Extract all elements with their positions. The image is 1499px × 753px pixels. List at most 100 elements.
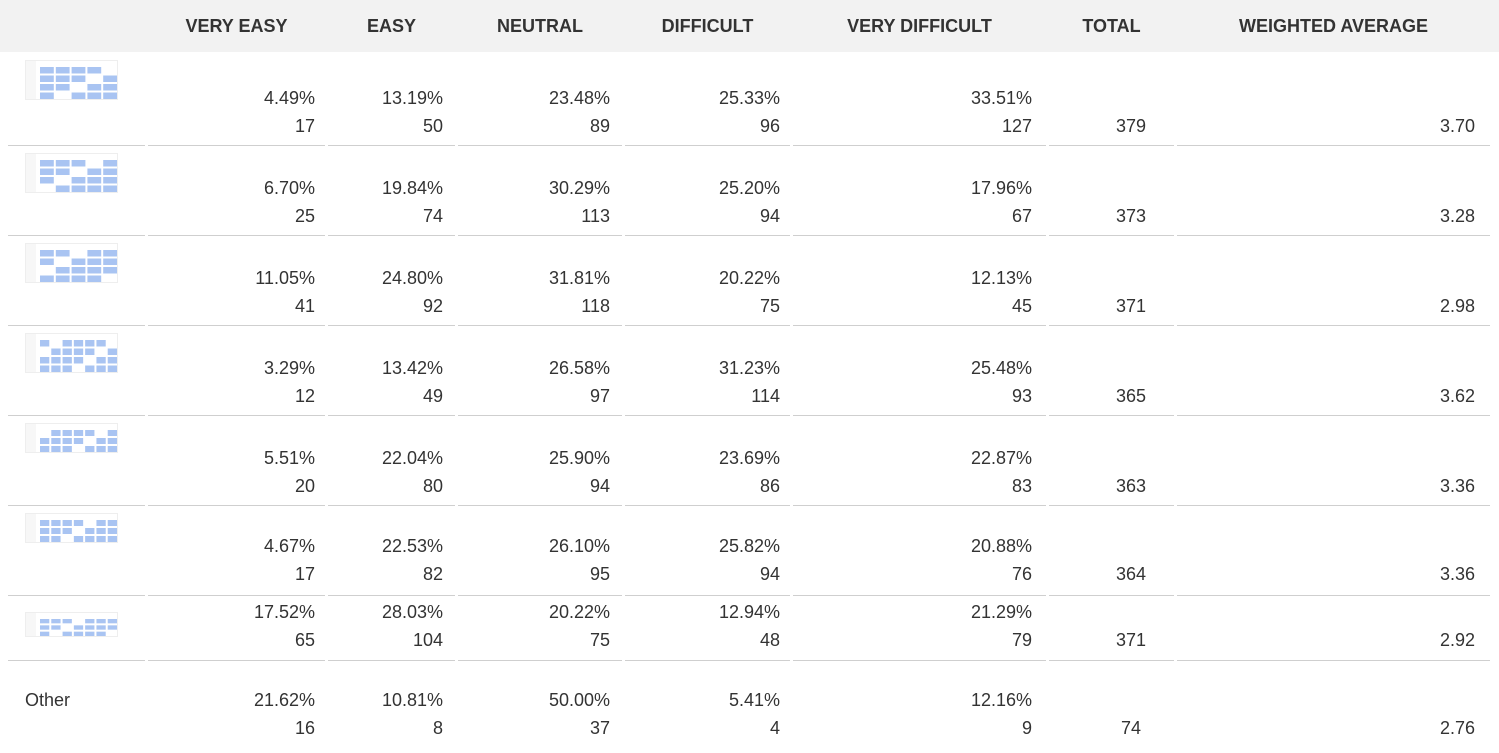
- row-separator: [8, 415, 145, 416]
- count: 83: [1012, 475, 1032, 497]
- count: 93: [1012, 385, 1032, 407]
- percent: 23.69%: [719, 447, 780, 469]
- count: 94: [760, 205, 780, 227]
- weighted-average: 3.36: [1440, 475, 1475, 497]
- row-separator: [1049, 505, 1174, 506]
- percent: 25.82%: [719, 535, 780, 557]
- percent: 22.87%: [971, 447, 1032, 469]
- row-separator: [793, 145, 1046, 146]
- count: 20: [295, 475, 315, 497]
- thumbnail-image: [25, 60, 118, 100]
- row-separator: [1049, 145, 1174, 146]
- total: 371: [1098, 629, 1164, 651]
- row-separator: [625, 660, 790, 661]
- row-separator: [625, 505, 790, 506]
- row-separator: [8, 235, 145, 236]
- row-separator: [458, 505, 622, 506]
- percent: 24.80%: [382, 267, 443, 289]
- count: 114: [751, 385, 780, 407]
- thumbnail-image: [25, 243, 118, 283]
- row-separator: [148, 595, 325, 596]
- row-separator: [458, 145, 622, 146]
- row-separator: [328, 325, 455, 326]
- thumbnail-image: [25, 612, 118, 637]
- count: 37: [590, 717, 610, 739]
- percent: 6.70%: [264, 177, 315, 199]
- row-separator: [625, 235, 790, 236]
- percent: 21.29%: [971, 601, 1032, 623]
- percent: 25.48%: [971, 357, 1032, 379]
- percent: 17.96%: [971, 177, 1032, 199]
- count: 45: [1012, 295, 1032, 317]
- count: 17: [295, 115, 315, 137]
- count: 9: [1022, 717, 1032, 739]
- survey-table: VERY EASYEASYNEUTRALDIFFICULTVERY DIFFIC…: [0, 0, 1499, 753]
- row-separator: [1049, 595, 1174, 596]
- row-separator: [625, 415, 790, 416]
- total: 373: [1098, 205, 1164, 227]
- percent: 4.67%: [264, 535, 315, 557]
- row-separator: [8, 505, 145, 506]
- count: 89: [590, 115, 610, 137]
- percent: 5.41%: [729, 689, 780, 711]
- percent: 12.94%: [719, 601, 780, 623]
- column-header: TOTAL: [1049, 15, 1174, 37]
- count: 96: [760, 115, 780, 137]
- percent: 11.05%: [255, 267, 315, 289]
- count: 16: [295, 717, 315, 739]
- percent: 3.29%: [264, 357, 315, 379]
- percent: 33.51%: [971, 87, 1032, 109]
- row-separator: [458, 235, 622, 236]
- column-header: WEIGHTED AVERAGE: [1177, 15, 1490, 37]
- row-separator: [328, 415, 455, 416]
- percent: 28.03%: [382, 601, 443, 623]
- count: 86: [760, 475, 780, 497]
- count: 94: [590, 475, 610, 497]
- percent: 25.33%: [719, 87, 780, 109]
- count: 94: [760, 563, 780, 585]
- percent: 23.48%: [549, 87, 610, 109]
- row-separator: [8, 660, 145, 661]
- row-separator: [328, 660, 455, 661]
- row-separator: [1049, 235, 1174, 236]
- total: 74: [1098, 717, 1164, 739]
- row-separator: [148, 415, 325, 416]
- weighted-average: 3.70: [1440, 115, 1475, 137]
- row-separator: [793, 235, 1046, 236]
- thumbnail-image: [25, 513, 118, 543]
- thumbnail-image: [25, 153, 118, 193]
- count: 17: [295, 563, 315, 585]
- percent: 10.81%: [382, 689, 443, 711]
- percent: 25.20%: [719, 177, 780, 199]
- percent: 20.88%: [971, 535, 1032, 557]
- percent: 12.13%: [971, 267, 1032, 289]
- percent: 26.58%: [549, 357, 610, 379]
- percent: 13.19%: [382, 87, 443, 109]
- count: 95: [590, 563, 610, 585]
- percent: 5.51%: [264, 447, 315, 469]
- row-separator: [1177, 660, 1490, 661]
- count: 74: [423, 205, 443, 227]
- row-separator: [328, 235, 455, 236]
- weighted-average: 3.36: [1440, 563, 1475, 585]
- row-separator: [625, 595, 790, 596]
- percent: 21.62%: [254, 689, 315, 711]
- percent: 31.23%: [719, 357, 780, 379]
- percent: 4.49%: [264, 87, 315, 109]
- row-separator: [1049, 415, 1174, 416]
- column-header: VERY DIFFICULT: [793, 15, 1046, 37]
- weighted-average: 2.98: [1440, 295, 1475, 317]
- count: 75: [760, 295, 780, 317]
- row-separator: [148, 145, 325, 146]
- row-separator: [1049, 325, 1174, 326]
- count: 82: [423, 563, 443, 585]
- row-separator: [1177, 325, 1490, 326]
- count: 75: [590, 629, 610, 651]
- thumbnail-image: [25, 423, 118, 453]
- row-separator: [793, 595, 1046, 596]
- percent: 50.00%: [549, 689, 610, 711]
- row-separator: [1177, 415, 1490, 416]
- column-header: NEUTRAL: [458, 15, 622, 37]
- row-separator: [148, 660, 325, 661]
- count: 104: [413, 629, 443, 651]
